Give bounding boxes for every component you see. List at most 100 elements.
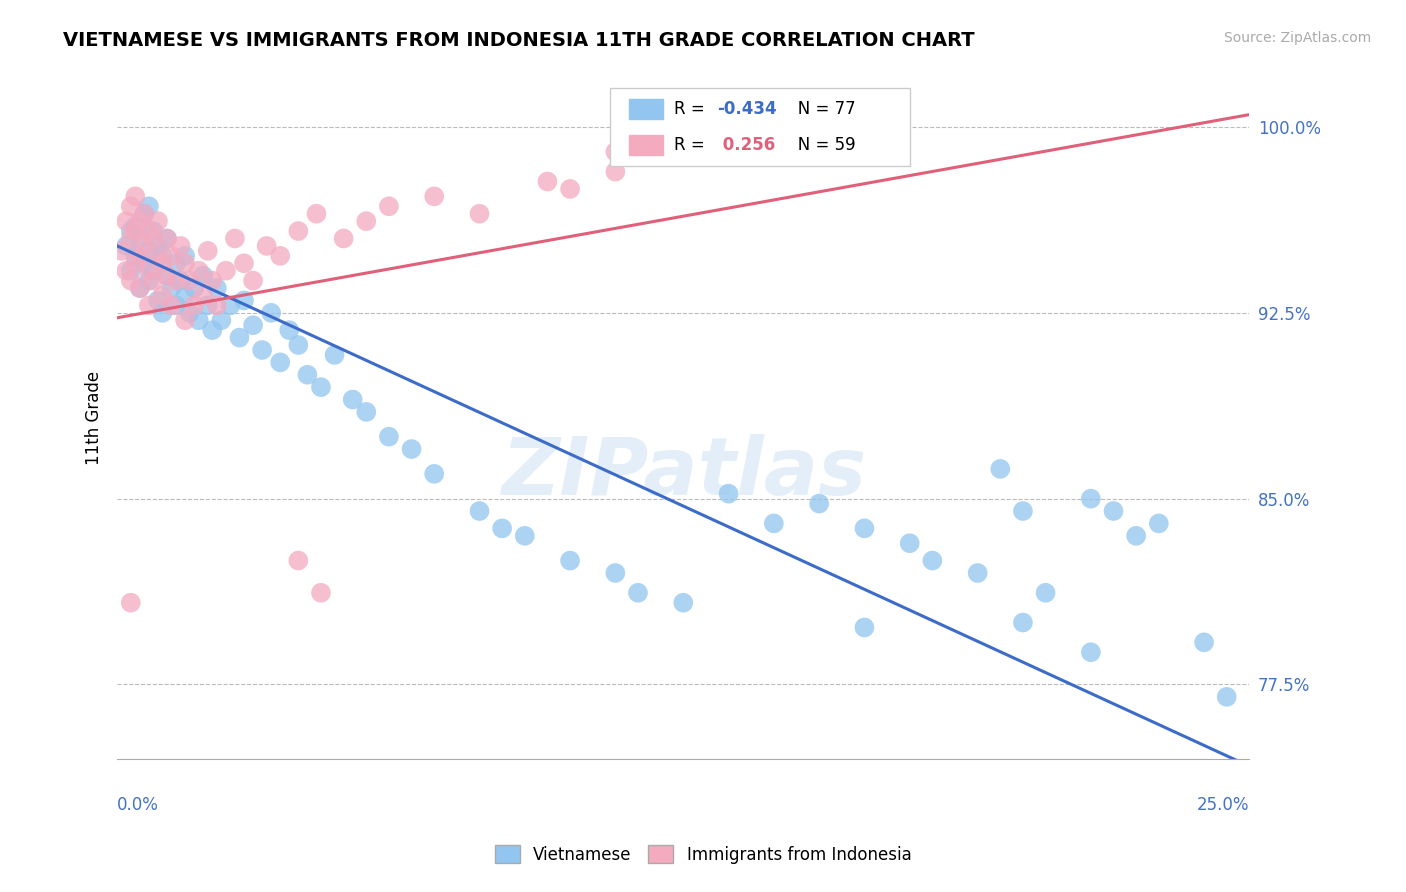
Point: [853, 620, 876, 634]
Point: [115, 239, 138, 253]
Point: [124, 224, 146, 238]
Point: [988, 462, 1011, 476]
Point: [160, 281, 183, 295]
Text: 25.0%: 25.0%: [1197, 797, 1250, 814]
Point: [853, 521, 876, 535]
Point: [468, 504, 491, 518]
Point: [491, 521, 513, 535]
Point: [966, 566, 988, 580]
Point: [309, 380, 332, 394]
Point: [128, 281, 150, 295]
Point: [152, 256, 174, 270]
Point: [197, 298, 219, 312]
Point: [278, 323, 301, 337]
Point: [297, 368, 319, 382]
Point: [124, 219, 146, 233]
FancyBboxPatch shape: [610, 87, 910, 166]
Text: R =: R =: [675, 100, 710, 118]
Point: [174, 256, 197, 270]
Point: [146, 249, 169, 263]
Point: [287, 553, 309, 567]
Point: [1035, 586, 1057, 600]
Point: [1102, 504, 1125, 518]
Point: [120, 596, 142, 610]
Text: ZIPatlas: ZIPatlas: [501, 434, 866, 512]
Point: [323, 348, 346, 362]
Point: [287, 338, 309, 352]
Point: [183, 281, 205, 295]
Point: [332, 231, 354, 245]
Point: [269, 249, 291, 263]
Point: [605, 145, 627, 159]
Point: [120, 263, 142, 277]
Point: [423, 467, 446, 481]
Point: [1012, 504, 1035, 518]
Y-axis label: 11th Grade: 11th Grade: [86, 371, 103, 465]
Point: [142, 274, 165, 288]
Point: [672, 125, 695, 139]
Point: [128, 214, 150, 228]
Point: [1215, 690, 1237, 704]
Point: [558, 553, 581, 567]
Point: [120, 274, 142, 288]
Point: [146, 239, 169, 253]
Point: [1147, 516, 1170, 531]
Point: [256, 239, 278, 253]
Point: [128, 249, 150, 263]
Point: [174, 249, 197, 263]
Point: [146, 293, 169, 308]
Point: [287, 224, 309, 238]
Point: [209, 313, 232, 327]
Point: [138, 298, 160, 312]
Legend: Vietnamese, Immigrants from Indonesia: Vietnamese, Immigrants from Indonesia: [488, 838, 918, 871]
Point: [124, 189, 146, 203]
Point: [115, 263, 138, 277]
Point: [356, 405, 378, 419]
Point: [174, 288, 197, 302]
Text: R =: R =: [675, 136, 710, 153]
Point: [423, 189, 446, 203]
Point: [142, 224, 165, 238]
Point: [146, 214, 169, 228]
Point: [124, 256, 146, 270]
Point: [138, 199, 160, 213]
Point: [142, 263, 165, 277]
Text: N = 59: N = 59: [782, 136, 855, 153]
Text: -0.434: -0.434: [717, 100, 778, 118]
Point: [309, 586, 332, 600]
Point: [134, 207, 156, 221]
Point: [120, 224, 142, 238]
Point: [120, 199, 142, 213]
Point: [260, 306, 283, 320]
Point: [124, 249, 146, 263]
Point: [165, 298, 187, 312]
Point: [169, 239, 191, 253]
Point: [536, 174, 558, 188]
Point: [224, 231, 246, 245]
Point: [672, 596, 695, 610]
Point: [156, 268, 179, 283]
Text: N = 77: N = 77: [782, 100, 855, 118]
Point: [378, 199, 401, 213]
Text: 0.256: 0.256: [717, 136, 776, 153]
Point: [215, 263, 238, 277]
Point: [165, 274, 187, 288]
Point: [142, 231, 165, 245]
Point: [179, 306, 201, 320]
Point: [558, 182, 581, 196]
Point: [242, 274, 264, 288]
Point: [605, 164, 627, 178]
Point: [250, 343, 273, 357]
Point: [269, 355, 291, 369]
Point: [762, 516, 785, 531]
Point: [1192, 635, 1215, 649]
Point: [356, 214, 378, 228]
Point: [228, 330, 250, 344]
Point: [717, 486, 740, 500]
Point: [138, 244, 160, 258]
Point: [233, 256, 256, 270]
Text: 0.0%: 0.0%: [117, 797, 159, 814]
Point: [138, 224, 160, 238]
Point: [1080, 645, 1102, 659]
Point: [111, 244, 134, 258]
